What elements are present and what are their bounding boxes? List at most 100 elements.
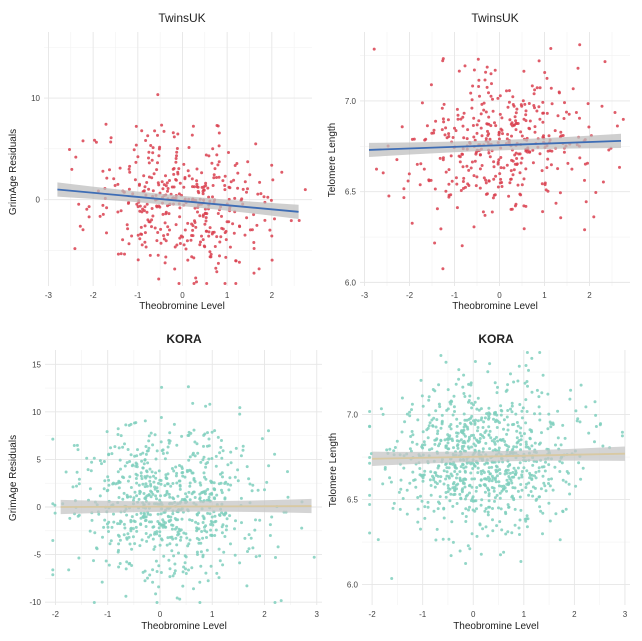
data-point [444,477,448,481]
data-point [179,535,183,539]
data-point [208,402,212,406]
data-point [584,405,588,409]
data-point [213,245,217,248]
data-point [135,481,139,485]
data-point [462,373,466,377]
data-point [207,154,211,158]
data-point [499,408,503,412]
data-point [208,255,212,259]
data-point [487,494,491,498]
data-point [279,599,283,603]
data-point [408,414,412,418]
data-point [397,490,401,494]
data-point [147,161,151,165]
data-point [512,475,516,479]
data-point [71,485,75,489]
data-point [213,497,217,501]
data-point [541,120,545,124]
data-point [613,111,617,114]
data-point [165,489,169,493]
data-point [191,228,195,232]
data-point [391,506,395,510]
data-point [393,446,397,449]
data-point [483,462,487,466]
data-point [116,550,120,554]
data-point [475,123,479,127]
data-point [185,470,189,474]
data-point [519,438,523,442]
data-point [470,485,474,489]
data-point [143,515,147,519]
data-point [486,513,490,517]
data-point [469,383,473,387]
data-point [143,185,147,189]
data-point [147,535,151,539]
data-point [470,406,474,410]
data-point [494,476,497,480]
data-point [471,467,475,470]
data-point [97,512,101,516]
data-point [513,115,517,119]
data-point [538,86,542,90]
data-point [220,491,224,495]
data-point [126,201,130,205]
data-point [123,526,127,530]
data-point [172,469,176,473]
data-point [233,527,236,531]
data-point [539,509,543,513]
data-point [201,521,205,524]
x-tick-label: 0 [158,610,163,619]
data-point [522,69,526,73]
data-point [498,472,502,475]
data-point [500,185,504,188]
data-point [554,512,558,516]
data-point [515,421,519,424]
data-point [578,43,582,47]
data-point [564,507,568,511]
data-point [449,492,453,496]
data-point [452,405,456,409]
data-point [159,416,163,419]
data-point [402,196,406,200]
data-point [488,137,492,141]
data-point [410,402,414,406]
data-point [474,184,478,188]
data-point [438,405,442,409]
data-point [518,461,522,465]
data-point [174,474,178,478]
data-point [523,102,527,106]
data-point [154,494,158,498]
data-point [249,536,253,540]
data-point [472,174,476,178]
data-point [427,413,431,417]
data-point [512,466,516,470]
y-tick-label: 6.5 [347,496,359,505]
data-point [502,418,506,422]
data-point [411,433,415,437]
data-point [250,489,254,493]
data-point [190,234,194,237]
data-point [530,84,534,88]
data-point [223,184,227,187]
data-point [467,168,471,172]
data-point [561,423,565,427]
data-point [89,469,93,473]
data-point [164,255,168,259]
data-point [537,395,541,399]
x-tick-label: -2 [52,610,60,619]
data-point [265,480,269,484]
data-point [541,474,545,478]
data-point [163,457,167,461]
data-point [472,403,475,407]
data-point [537,105,541,109]
data-point [449,554,453,558]
data-point [157,564,161,568]
data-point [521,406,525,410]
data-point [542,111,545,115]
data-point [204,465,208,469]
data-point [159,440,163,444]
data-point [472,442,476,446]
data-point [133,520,137,524]
data-point [498,491,502,495]
data-point [458,421,462,425]
